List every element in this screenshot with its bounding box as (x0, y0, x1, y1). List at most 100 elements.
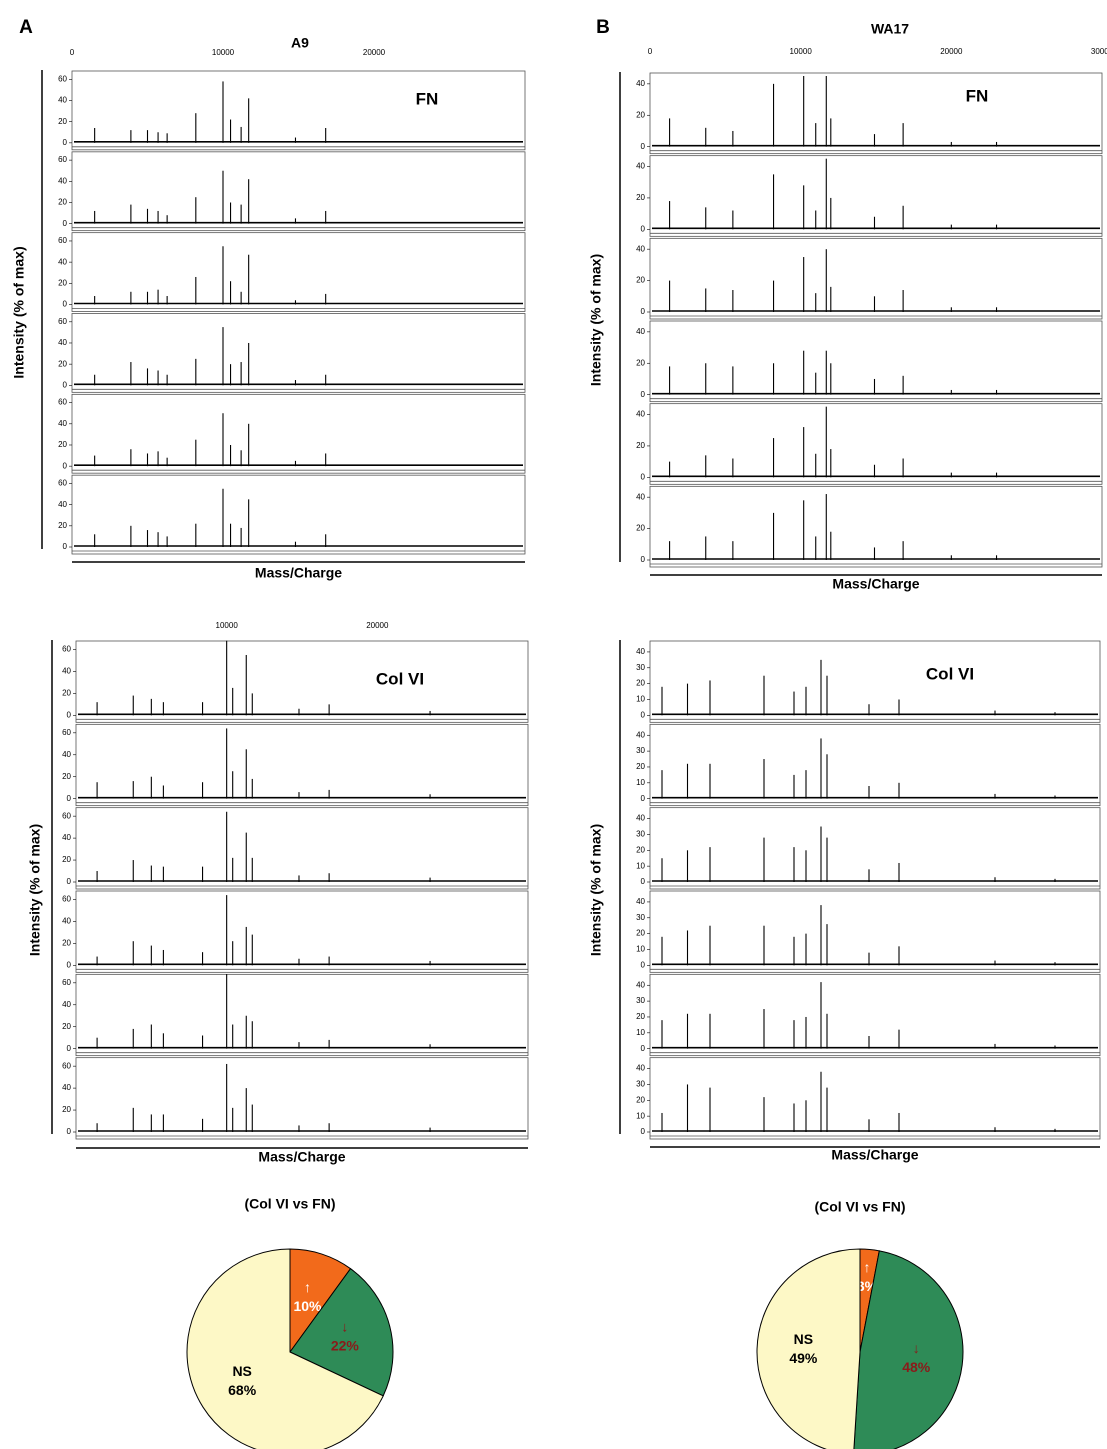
spectrum-frame (71, 151, 526, 232)
x-axis-label: Mass/Charge (255, 565, 342, 581)
y-tick-label: 60 (58, 398, 67, 407)
y-tick-label: 0 (63, 542, 68, 551)
spectrum-frame (75, 807, 529, 890)
y-tick-label: 30 (636, 663, 645, 672)
y-tick-label: 0 (67, 710, 72, 719)
y-tick-label: 0 (641, 472, 646, 481)
y-tick-label: 40 (58, 500, 67, 509)
spectrum-frame (71, 232, 526, 312)
y-tick-label: 20 (62, 772, 71, 781)
spectrum-frame (649, 485, 1103, 568)
y-tick-label: 60 (62, 811, 71, 820)
spectrum-frame (71, 313, 526, 393)
y-tick-label: 20 (636, 276, 645, 285)
pie-title: (Col VI vs FN) (244, 1196, 335, 1212)
slice-category: ↑ (863, 1259, 870, 1275)
y-tick-label: 30 (636, 830, 645, 839)
pie-slice (756, 1248, 861, 1449)
x-tick-label: 10000 (790, 47, 813, 56)
pie-title: (Col VI vs FN) (814, 1199, 905, 1215)
y-tick-label: 30 (636, 996, 645, 1005)
y-tick-label: 40 (636, 1064, 645, 1073)
y-tick-label: 0 (641, 710, 646, 719)
x-axis-label: Mass/Charge (258, 1149, 345, 1165)
spectrum-frame (71, 70, 526, 151)
x-tick-label: 20000 (363, 48, 386, 57)
y-tick-label: 60 (62, 1061, 71, 1070)
y-tick-label: 0 (641, 1044, 646, 1053)
y-tick-label: 20 (636, 679, 645, 688)
x-tick-label: 10000 (216, 621, 239, 630)
y-tick-label: 0 (641, 960, 646, 969)
y-tick-label: 0 (63, 300, 68, 309)
y-tick-label: 40 (636, 980, 645, 989)
y-tick-label: 20 (58, 117, 67, 126)
y-tick-label: 0 (67, 1127, 72, 1136)
y-tick-label: 20 (62, 1105, 71, 1114)
y-tick-label: 40 (58, 96, 67, 105)
chart-title: WA17 (871, 21, 909, 37)
y-tick-label: 0 (63, 219, 68, 228)
y-axis-label: Intensity (% of max) (27, 824, 43, 956)
y-tick-label: 0 (641, 390, 646, 399)
panel-label: Col VI (926, 664, 974, 683)
y-tick-label: 0 (641, 307, 646, 316)
panel-letter: B (596, 17, 610, 38)
y-tick-label: 20 (62, 1022, 71, 1031)
y-tick-label: 40 (636, 327, 645, 336)
y-tick-label: 20 (636, 524, 645, 533)
panel-label: FN (416, 89, 439, 108)
spectrum-frame (75, 640, 529, 723)
spectrum-frame (649, 890, 1101, 973)
y-tick-label: 0 (63, 138, 68, 147)
y-tick-label: 60 (58, 236, 67, 245)
y-tick-label: 40 (62, 1000, 71, 1009)
panel-label: FN (966, 86, 989, 105)
y-tick-label: 40 (62, 833, 71, 842)
slice-category: ↓ (913, 1340, 920, 1356)
y-tick-label: 10 (636, 1028, 645, 1037)
slice-value-label: 68% (228, 1382, 257, 1398)
y-tick-label: 40 (636, 730, 645, 739)
y-tick-label: 40 (62, 1083, 71, 1092)
y-tick-label: 40 (636, 492, 645, 501)
x-axis-label: Mass/Charge (831, 1147, 918, 1163)
x-tick-label: 0 (70, 48, 75, 57)
y-tick-label: 20 (62, 938, 71, 947)
y-tick-label: 0 (67, 877, 72, 886)
x-tick-label: 0 (648, 47, 653, 56)
y-tick-label: 20 (636, 845, 645, 854)
x-tick-label: 20000 (940, 47, 963, 56)
y-tick-label: 0 (641, 794, 646, 803)
y-tick-label: 40 (636, 162, 645, 171)
spectrum-frame (649, 640, 1101, 723)
y-tick-label: 60 (62, 728, 71, 737)
y-tick-label: 30 (636, 913, 645, 922)
y-tick-label: 40 (62, 667, 71, 676)
y-tick-label: 40 (636, 79, 645, 88)
spectrum-frame (649, 155, 1103, 237)
y-tick-label: 60 (62, 978, 71, 987)
chart-title: A9 (291, 35, 309, 51)
slice-value-label: 48% (902, 1359, 931, 1375)
pie-slice (853, 1250, 964, 1449)
spectrum-frame (649, 72, 1103, 155)
y-tick-label: 40 (58, 257, 67, 266)
y-tick-label: 40 (636, 814, 645, 823)
pie-slice (186, 1248, 384, 1449)
spectrum-frame (71, 393, 526, 474)
spectrum-frame (75, 890, 529, 973)
spectrum-frame (71, 474, 526, 555)
y-tick-label: 40 (636, 410, 645, 419)
y-tick-label: 40 (58, 338, 67, 347)
y-tick-label: 10 (636, 695, 645, 704)
spectrum-frame (649, 403, 1103, 485)
slice-value-label: 49% (789, 1350, 818, 1366)
y-tick-label: 20 (636, 193, 645, 202)
y-tick-label: 40 (636, 647, 645, 656)
y-tick-label: 40 (636, 244, 645, 253)
y-tick-label: 0 (641, 224, 646, 233)
spectrum-frame (649, 723, 1101, 807)
y-tick-label: 20 (636, 1012, 645, 1021)
